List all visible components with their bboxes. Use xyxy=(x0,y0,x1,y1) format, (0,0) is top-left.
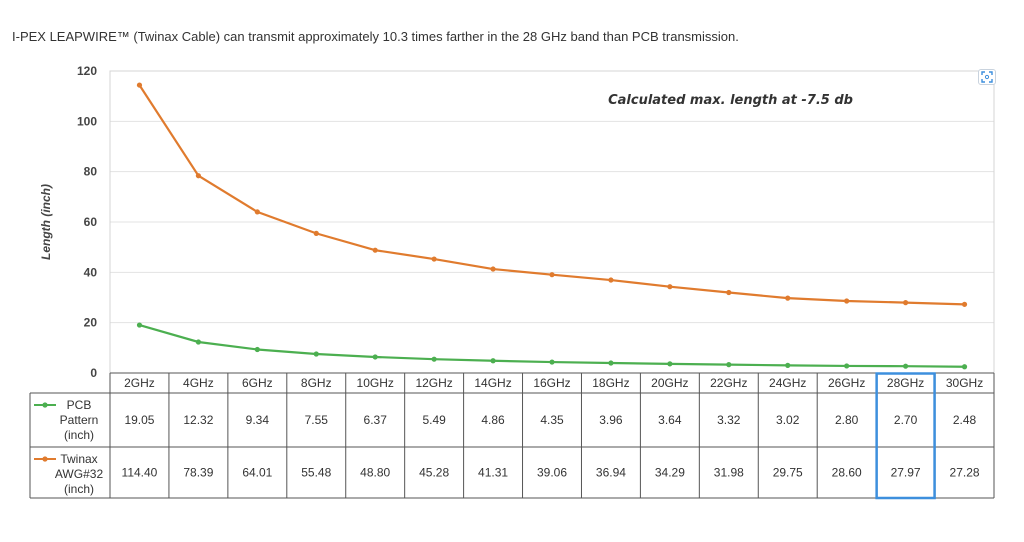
data-label: 3.96 xyxy=(599,413,623,427)
data-label: 41.31 xyxy=(478,466,508,480)
x-tick-label: 6GHz xyxy=(242,376,273,390)
data-label: 19.05 xyxy=(124,413,154,427)
data-point xyxy=(372,247,378,253)
data-point xyxy=(785,295,791,301)
data-label: 64.01 xyxy=(242,466,272,480)
chart-caption: I-PEX LEAPWIRE™ (Twinax Cable) can trans… xyxy=(12,29,739,44)
data-label: 4.86 xyxy=(481,413,505,427)
x-tick-label: 16GHz xyxy=(533,376,570,390)
data-label: 12.32 xyxy=(183,413,213,427)
legend-entry: Pattern xyxy=(60,413,99,427)
data-point xyxy=(667,361,673,367)
y-tick-label: 40 xyxy=(84,265,98,279)
data-point xyxy=(903,363,909,369)
data-point xyxy=(608,360,614,366)
data-label: 3.32 xyxy=(717,413,741,427)
data-label: 7.55 xyxy=(305,413,329,427)
data-point xyxy=(490,358,496,364)
legend-entry: Twinax xyxy=(60,452,97,466)
data-label: 31.98 xyxy=(714,466,744,480)
data-point xyxy=(313,230,319,236)
data-label: 2.70 xyxy=(894,413,918,427)
data-point xyxy=(961,364,968,370)
data-point xyxy=(431,356,437,362)
data-point xyxy=(254,209,260,215)
y-axis-label: Length (inch) xyxy=(39,184,53,260)
data-label: 29.75 xyxy=(773,466,803,480)
data-point xyxy=(549,359,555,365)
data-point xyxy=(313,351,319,357)
x-tick-label: 20GHz xyxy=(651,376,688,390)
legend-key-marker xyxy=(42,402,48,408)
data-label: 9.34 xyxy=(246,413,270,427)
data-label: 2.48 xyxy=(953,413,977,427)
data-label: 114.40 xyxy=(122,466,158,480)
data-point xyxy=(195,173,201,179)
expand-button[interactable] xyxy=(978,69,996,85)
data-point xyxy=(549,272,555,278)
data-label: 39.06 xyxy=(537,466,567,480)
data-label: 4.35 xyxy=(540,413,564,427)
data-label: 5.49 xyxy=(422,413,446,427)
data-label: 36.94 xyxy=(596,466,626,480)
data-label: 55.48 xyxy=(301,466,331,480)
legend-key-marker xyxy=(42,456,48,462)
data-point xyxy=(726,289,732,296)
x-tick-label: 18GHz xyxy=(592,376,629,390)
data-label: 45.28 xyxy=(419,466,449,480)
data-label: 78.39 xyxy=(183,466,213,480)
data-point xyxy=(431,256,437,262)
x-tick-label: 26GHz xyxy=(828,376,865,390)
legend-entry: (inch) xyxy=(64,428,94,442)
data-label: 27.97 xyxy=(891,466,921,480)
y-tick-label: 60 xyxy=(84,215,98,229)
data-point xyxy=(608,277,614,283)
data-point xyxy=(785,362,791,368)
legend-entry: (inch) xyxy=(64,482,94,496)
data-label: 3.64 xyxy=(658,413,682,427)
y-tick-label: 80 xyxy=(84,165,98,179)
y-tick-label: 100 xyxy=(77,114,97,128)
data-label: 34.29 xyxy=(655,466,685,480)
x-tick-label: 10GHz xyxy=(357,376,394,390)
data-point xyxy=(844,298,850,304)
data-point xyxy=(136,82,143,88)
data-point xyxy=(903,300,909,306)
data-label: 48.80 xyxy=(360,466,390,480)
y-tick-label: 120 xyxy=(77,64,97,78)
legend-entry: PCB xyxy=(67,398,92,412)
x-tick-label: 8GHz xyxy=(301,376,332,390)
x-tick-label: 4GHz xyxy=(183,376,214,390)
y-tick-label: 0 xyxy=(90,366,97,380)
data-point xyxy=(490,266,496,272)
x-tick-label: 22GHz xyxy=(710,376,747,390)
x-tick-label: 28GHz xyxy=(887,376,924,390)
data-point xyxy=(667,284,673,290)
data-label: 28.60 xyxy=(832,466,862,480)
x-tick-label: 24GHz xyxy=(769,376,806,390)
legend-entry: AWG#32 xyxy=(55,467,104,481)
data-label: 2.80 xyxy=(835,413,859,427)
data-point xyxy=(726,362,732,368)
x-tick-label: 2GHz xyxy=(124,376,155,390)
x-tick-label: 12GHz xyxy=(415,376,452,390)
data-label: 3.02 xyxy=(776,413,800,427)
data-point xyxy=(961,301,968,307)
data-label: 27.28 xyxy=(950,466,980,480)
y-tick-label: 20 xyxy=(84,316,98,330)
data-point xyxy=(136,322,143,328)
data-label: 6.37 xyxy=(364,413,388,427)
expand-icon xyxy=(981,71,993,83)
data-point xyxy=(844,363,850,369)
highlight-box-28ghz xyxy=(875,372,936,500)
chart-annotation: Calculated max. length at -7.5 db xyxy=(608,93,853,108)
data-point xyxy=(372,354,378,360)
series-line-twinax xyxy=(138,84,965,306)
x-tick-label: 30GHz xyxy=(946,376,983,390)
data-point xyxy=(195,339,201,345)
x-tick-label: 14GHz xyxy=(474,376,511,390)
data-point xyxy=(254,346,260,353)
